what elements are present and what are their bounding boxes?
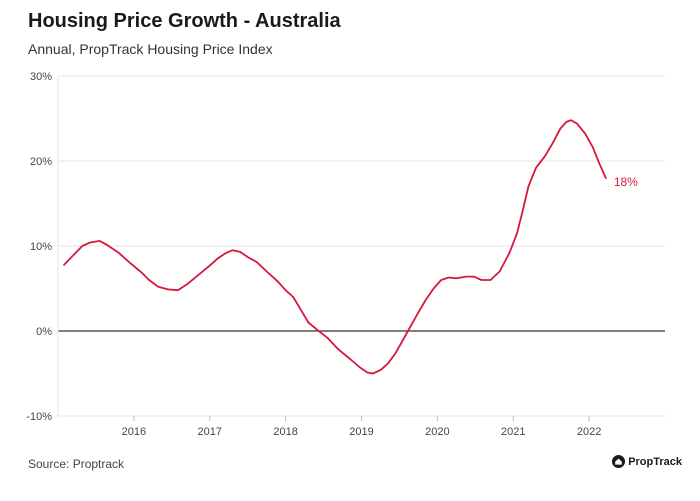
chart-title: Housing Price Growth - Australia xyxy=(28,10,341,32)
brand-logo: PropTrack xyxy=(612,455,682,468)
x-tick-label: 2016 xyxy=(122,426,146,438)
y-tick-label: 0% xyxy=(36,326,52,338)
x-tick-label: 2018 xyxy=(273,426,297,438)
y-tick-label: 30% xyxy=(30,71,52,83)
y-tick-label: 20% xyxy=(30,156,52,168)
x-tick-label: 2019 xyxy=(349,426,373,438)
y-tick-label: -10% xyxy=(26,411,52,423)
y-tick-label: 10% xyxy=(30,241,52,253)
source-note: Source: Proptrack xyxy=(28,457,125,471)
brand-name: PropTrack xyxy=(628,455,682,468)
end-value-label: 18% xyxy=(614,175,638,189)
house-icon xyxy=(612,455,626,468)
series-line xyxy=(63,119,607,375)
x-tick-label: 2017 xyxy=(198,426,222,438)
x-tick-label: 2020 xyxy=(425,426,449,438)
chart-subtitle: Annual, PropTrack Housing Price Index xyxy=(28,41,273,57)
x-tick-label: 2022 xyxy=(577,426,601,438)
x-tick-label: 2021 xyxy=(501,426,525,438)
